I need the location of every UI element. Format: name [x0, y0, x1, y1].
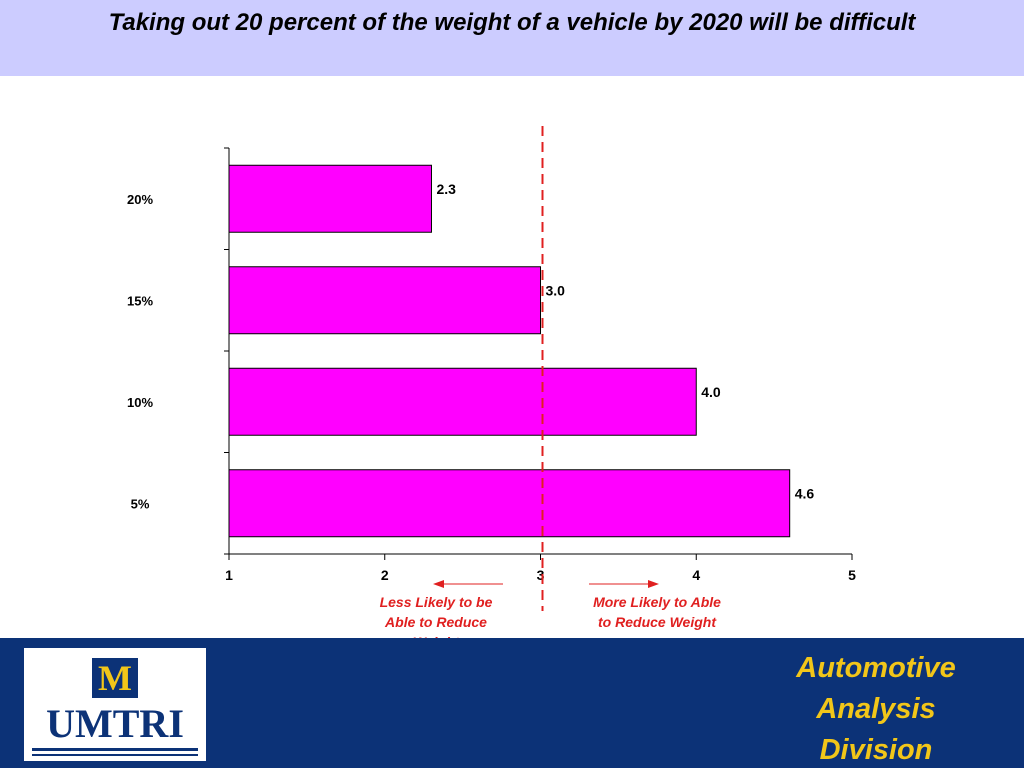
division-name: Automotive Analysis Division — [796, 652, 956, 766]
bar — [228, 469, 791, 538]
annotation-less-likely: Weight — [413, 634, 461, 638]
umtri-logo: M UMTRI — [24, 648, 206, 761]
x-tick-label: 3 — [537, 567, 545, 583]
right-arrow-head — [648, 580, 659, 588]
logo-rule — [32, 754, 198, 756]
block-m-icon: M — [92, 658, 138, 698]
title-band: Taking out 20 percent of the weight of a… — [0, 0, 1024, 76]
x-tick-label: 1 — [225, 567, 233, 583]
logo-rule — [32, 748, 198, 751]
data-label: 3.0 — [546, 282, 566, 298]
data-label: 2.3 — [436, 181, 456, 197]
y-tick-label: 5% — [131, 496, 150, 511]
data-label: 4.0 — [701, 384, 721, 400]
logo-wordmark: UMTRI — [46, 701, 184, 746]
bar — [228, 164, 432, 233]
x-tick-label: 2 — [381, 567, 389, 583]
annotation-more-likely: More Likely to Able — [593, 594, 721, 610]
bar-chart: 2.3 20% 3.0 15% 4.0 10% 4.6 5% 1 2 3 4 5 Less Likely … — [127, 126, 856, 638]
block-m-letter: M — [98, 658, 132, 698]
annotation-less-likely: Less Likely to be — [380, 594, 493, 610]
bar — [228, 367, 697, 436]
bar — [228, 266, 541, 335]
annotation-less-likely: Able to Reduce — [384, 614, 487, 630]
x-tick-label: 4 — [692, 567, 700, 583]
data-label: 4.6 — [795, 485, 815, 501]
x-tick-label: 5 — [848, 567, 856, 583]
annotation-more-likely: to Reduce Weight — [598, 614, 717, 630]
footer-band: M UMTRI Automotive Analysis Division — [0, 638, 1024, 768]
y-tick-label: 10% — [127, 395, 153, 410]
left-arrow-head — [433, 580, 444, 588]
slide-title: Taking out 20 percent of the weight of a… — [108, 9, 916, 36]
y-tick-label: 15% — [127, 293, 153, 308]
y-tick-label: 20% — [127, 192, 153, 207]
